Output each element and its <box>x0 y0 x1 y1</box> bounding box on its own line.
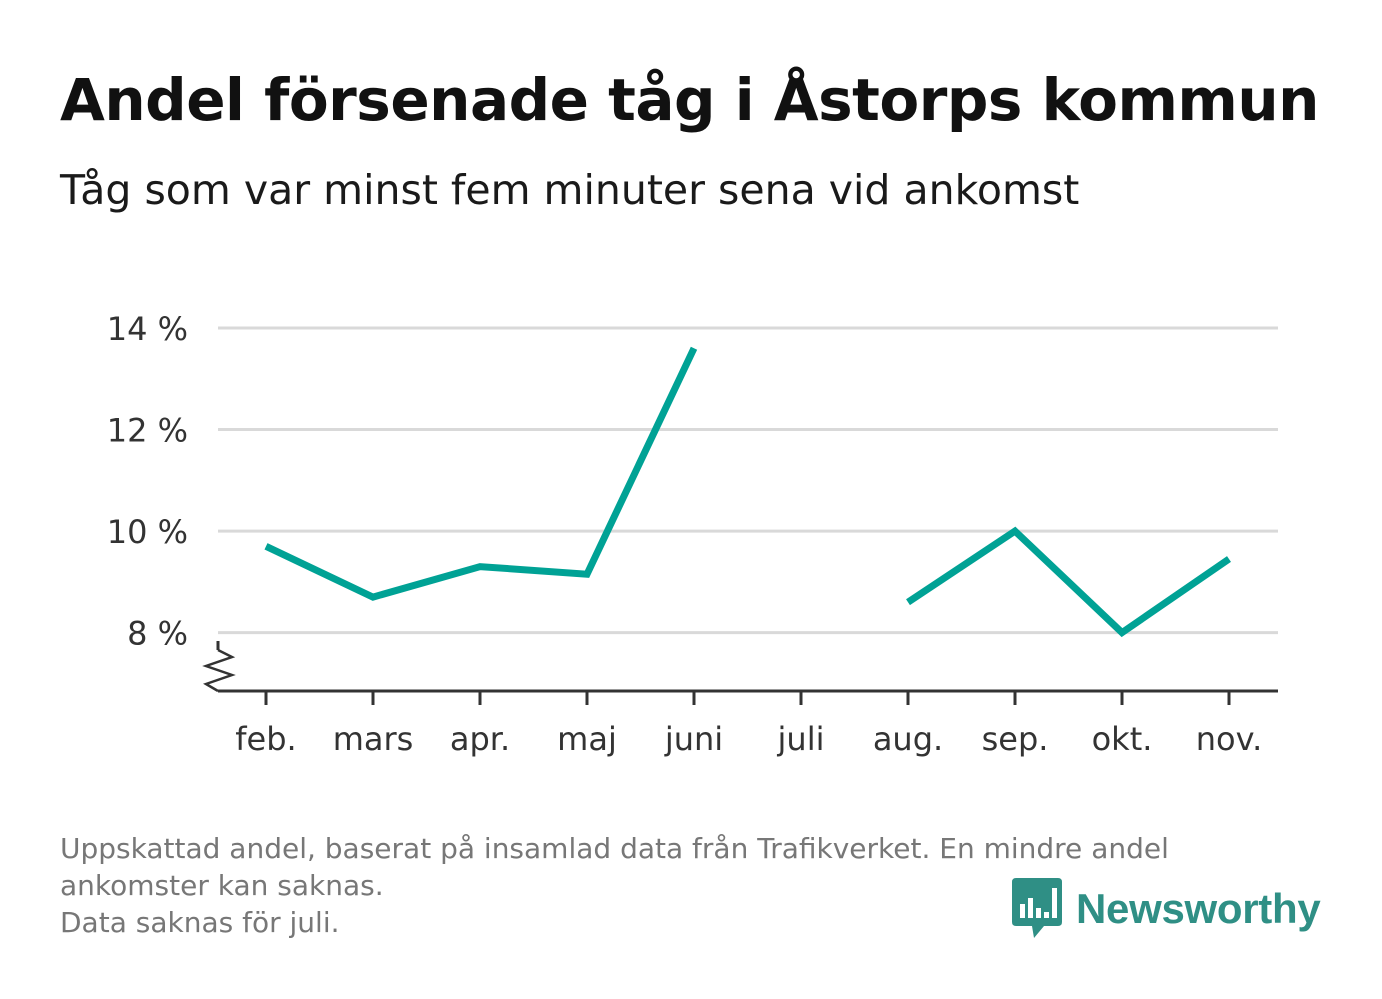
series-line <box>264 346 698 601</box>
series-line <box>906 526 1231 638</box>
footnote-line: Data saknas för juli. <box>60 906 340 939</box>
footnote: Uppskattad andel, baserat på insamlad da… <box>60 830 1320 941</box>
brand-logo: Newsworthy <box>1012 878 1321 940</box>
chart-title: Andel försenade tåg i Åstorps kommun <box>60 66 1319 134</box>
grid-lines <box>218 326 1278 635</box>
x-axis <box>202 641 1278 693</box>
axis-break-mark <box>202 648 236 693</box>
footnote-line: ankomster kan saknas. <box>60 869 384 902</box>
y-axis-ticks: 8 % 10 % 12 % 14 % <box>107 310 188 653</box>
x-tick-label: nov. <box>1196 720 1262 758</box>
x-axis-ticks: feb. mars apr. maj juni juli aug. sep. okt. nov. <box>235 691 1262 758</box>
x-tick-label: apr. <box>450 720 510 758</box>
series-lines <box>264 346 1231 638</box>
brand-name: Newsworthy <box>1076 885 1321 932</box>
x-tick-label: feb. <box>235 720 296 758</box>
newsworthy-logo-icon <box>1012 878 1062 938</box>
x-tick-label: mars <box>333 720 414 758</box>
x-tick-label: maj <box>557 720 617 758</box>
y-tick-label: 10 % <box>107 513 188 551</box>
x-tick-label: juli <box>777 720 825 758</box>
x-tick-label: juni <box>664 720 723 758</box>
x-tick-label: sep. <box>982 720 1049 758</box>
y-tick-label: 8 % <box>127 615 188 653</box>
y-tick-label: 14 % <box>107 310 188 348</box>
chart-subtitle: Tåg som var minst fem minuter sena vid a… <box>60 166 1080 214</box>
x-tick-label: aug. <box>873 720 943 758</box>
x-tick-label: okt. <box>1092 720 1153 758</box>
y-tick-label: 12 % <box>107 412 188 450</box>
footnote-line: Uppskattad andel, baserat på insamlad da… <box>60 832 1169 865</box>
